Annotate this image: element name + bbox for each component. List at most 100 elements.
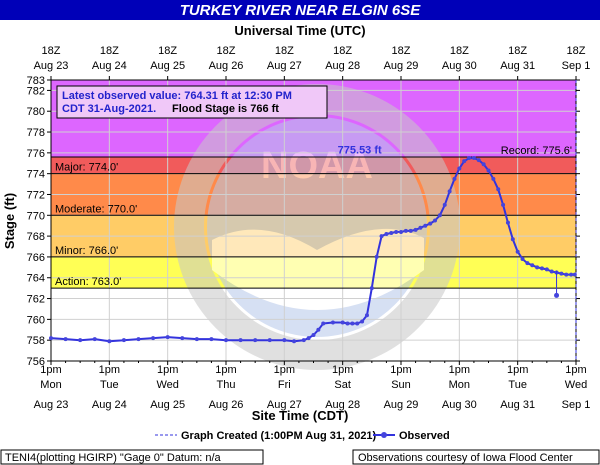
observed-point [379,234,384,239]
top-axis-title: Universal Time (UTC) [234,23,365,38]
observed-point [447,189,452,194]
bottom-axis-ticks: 1pm Mon Aug 23 1pm Tue Aug 24 1pm Wed Aug 25 1pm T… [34,361,590,411]
y-tick-label: 776 [27,148,45,160]
x-tick-label: 1pm [215,364,236,376]
observed-point [433,218,438,223]
x-tick-label: Mon [40,379,61,391]
observed-point [462,159,467,164]
label-minor: Minor: 766.0' [55,245,118,257]
observed-point [364,313,369,318]
latest-value-box-frame [56,85,328,119]
observed-point [525,261,530,266]
top-tick-label: 18Z [567,45,586,57]
label-moderate: Moderate: 770.0' [55,203,137,215]
top-tick-label: Aug 31 [500,60,535,72]
observed-point [496,187,501,192]
top-tick-label: Aug 26 [209,60,244,72]
noaa-logo-letters: NOAA [261,145,373,187]
y-axis-title: Stage (ft) [2,193,17,249]
observed-point [330,320,335,325]
observed-point [292,339,297,344]
observed-point [224,338,228,343]
observed-point [539,266,544,271]
observed-point [510,237,515,242]
flood-category-labels: Action: 763.0' Minor: 766.0' Moderate: 770… [51,145,576,289]
footer-left-box [0,449,264,465]
x-tick-label: Mon [449,379,470,391]
observed-point [437,213,442,218]
observed-point [107,339,112,344]
x-tick-label: Tue [508,379,527,391]
observed-point [403,228,408,233]
observed-point [476,158,481,163]
y-tick-label: 770 [27,210,45,222]
observed-point [394,229,399,234]
y-tick-label: 756 [27,356,45,368]
x-tick-label: Aug 31 [500,399,535,411]
chart-title: TURKEY RIVER NEAR ELGIN 6SE [180,2,422,19]
observed-point [457,166,462,171]
x-tick-label: 1pm [507,364,528,376]
y-tick-label: 774 [27,169,45,181]
x-tick-label: 1pm [40,364,61,376]
top-tick-label: Aug 28 [325,60,360,72]
observed-point [515,249,520,254]
observed-point [442,202,447,207]
observed-point [360,319,365,324]
observed-point [49,336,53,341]
y-tick-label: 780 [27,106,45,118]
y-tick-label: 764 [27,273,45,285]
top-tick-label: 18Z [217,45,236,57]
x-tick-label: 1pm [274,364,295,376]
observed-point [486,168,491,173]
top-tick-label: Aug 30 [442,60,477,72]
observed-point [253,338,258,343]
observed-point [399,229,403,234]
top-tick-label: 18Z [275,45,294,57]
observed-point [63,337,68,342]
x-tick-label: Sat [334,379,351,391]
x-tick-label: Sun [391,379,411,391]
observed-point [530,263,535,268]
peak-label: 775.53 ft [338,145,382,157]
y-tick-label: 760 [27,314,45,326]
observed-point [355,321,360,326]
observed-point [384,232,389,237]
observed-point [306,336,311,341]
observed-point [452,176,457,181]
legend: Graph Created (1:00PM Aug 31, 2021) Obse… [155,430,450,442]
x-tick-label: 1pm [332,364,353,376]
label-record: Record: 775.6' [501,145,572,157]
observed-point [345,321,350,326]
x-tick-label: Aug 24 [92,399,127,411]
footer-left-text: TENI4(plotting HGIRP) "Gage 0" Datum: n/… [5,452,222,464]
observed-point [92,337,97,342]
top-tick-label: Aug 29 [384,60,419,72]
observed-point [121,338,126,343]
top-tick-label: 18Z [333,45,352,57]
x-tick-label: Aug 28 [325,399,360,411]
y-tick-label: 772 [27,189,45,201]
observed-point [350,321,355,326]
y-tick-label: 762 [27,294,45,306]
x-tick-label: 1pm [99,364,120,376]
observed-point [559,271,564,276]
top-axis-ticks: 18Z Aug 23 18Z Aug 24 18Z Aug 25 18Z Aug 26 18Z A… [34,45,591,80]
observed-point [78,338,83,343]
observed-point [505,220,510,225]
latest-value-date: CDT 31-Aug-2021. [62,103,156,115]
x-tick-label: Aug 25 [150,399,185,411]
observed-point [194,337,199,342]
observed-point [136,337,141,342]
top-tick-label: Aug 23 [34,60,69,72]
observed-point [535,265,540,270]
top-tick-label: Sep 1 [562,60,591,72]
y-tick-label: 778 [27,127,45,139]
latest-value-box: Latest observed value: 764.31 ft at 12:3… [56,85,328,119]
observed-point [282,338,287,343]
x-tick-label: Aug 29 [384,399,419,411]
observed-point [428,221,433,226]
top-tick-label: 18Z [158,45,177,57]
x-tick-label: Tue [100,379,119,391]
